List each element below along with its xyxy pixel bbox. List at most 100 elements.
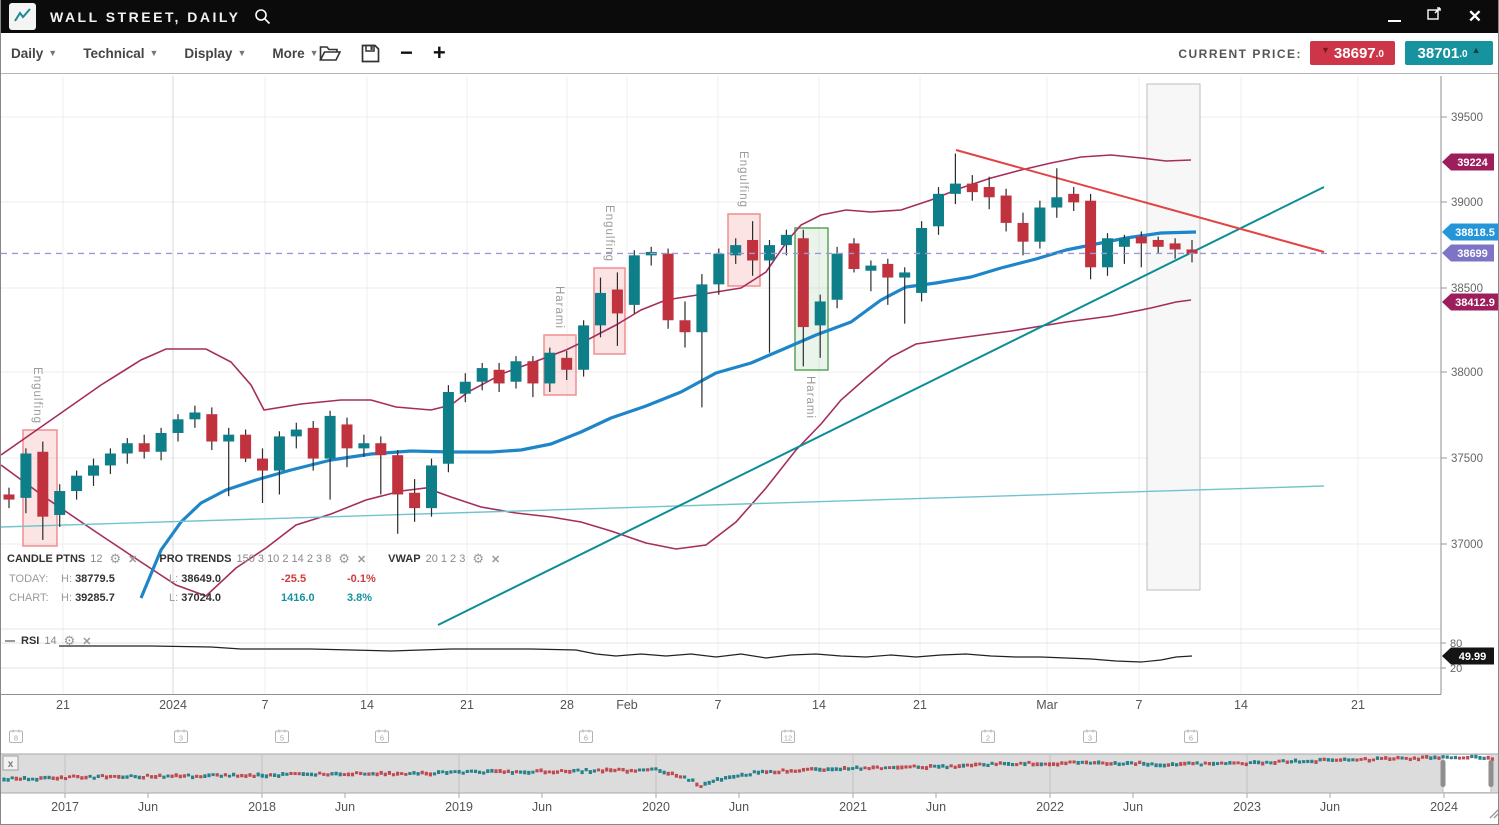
calendar-icon[interactable]: 8 — [9, 729, 23, 743]
remove-indicator-icon[interactable]: ✕ — [128, 553, 138, 566]
calendar-icon[interactable]: 6 — [375, 729, 389, 743]
navigator-mini-candle — [145, 773, 150, 777]
navigator-mini-candle — [1404, 756, 1408, 760]
candle-bullish — [20, 453, 32, 498]
navigator-mini-candle — [268, 773, 273, 777]
navigator-mini-candle — [551, 770, 555, 775]
navigator-mini-candle — [334, 771, 338, 776]
trendline-support-steep[interactable] — [437, 186, 1325, 626]
gear-icon[interactable]: ⚙ — [472, 551, 484, 566]
open-folder-icon[interactable] — [319, 44, 341, 62]
gear-icon[interactable]: ⚙ — [109, 551, 122, 566]
menu-technical[interactable]: Technical ▼ — [83, 45, 159, 61]
navigator-mini-candle — [1175, 763, 1179, 767]
calendar-icon[interactable]: 12 — [781, 729, 795, 743]
remove-indicator-icon[interactable]: ✕ — [82, 635, 92, 648]
calendar-icon[interactable]: 5 — [275, 729, 289, 743]
navigator-mini-candle — [1076, 760, 1080, 765]
calendar-icon[interactable]: 3 — [1083, 729, 1097, 743]
navigator-mini-candle — [1084, 760, 1088, 765]
timeline-label: 2018 — [248, 800, 276, 814]
navigator-mini-candle — [244, 774, 248, 778]
save-icon[interactable] — [361, 44, 380, 63]
trendline-support-long[interactable] — [1, 485, 1325, 528]
close-icon[interactable]: ✕ — [1467, 7, 1482, 26]
candle-bearish — [375, 443, 387, 456]
candle-bullish — [510, 361, 522, 382]
navigator-mini-candle — [437, 770, 441, 775]
menu-daily[interactable]: Daily ▼ — [11, 45, 58, 61]
zoom-in-button[interactable]: + — [432, 40, 446, 65]
menu-more[interactable]: More ▼ — [272, 45, 319, 61]
navigator-mini-candle — [1228, 761, 1232, 765]
rsi-level-label: 80 — [1450, 638, 1462, 650]
zoom-out-button[interactable]: − — [400, 40, 413, 65]
navigator-close-button[interactable]: x — [2, 755, 19, 771]
navigator-mini-candle — [1138, 760, 1142, 765]
remove-indicator-icon[interactable]: ✕ — [356, 553, 367, 566]
menu-display[interactable]: Display ▼ — [184, 45, 247, 61]
navigator-mini-candle — [982, 763, 986, 767]
navigator-mini-candle — [121, 775, 125, 779]
navigator-mini-candle — [416, 772, 420, 776]
popout-icon[interactable] — [1427, 7, 1442, 26]
navigator-mini-candle — [281, 772, 285, 776]
sell-price-decimal: .0 — [1375, 49, 1384, 60]
navigator-mini-candle — [1023, 762, 1027, 767]
navigator-mini-candle — [1125, 761, 1129, 765]
navigator-mini-candle — [1380, 756, 1384, 760]
trendline-resistance-down[interactable] — [955, 149, 1325, 253]
calendar-day: 3 — [1088, 734, 1092, 743]
timeline-navigator[interactable]: x 2017 Jun 2018 Jun 2019 Jun 2020 Jun 2021 Jun 2022… — [1, 753, 1499, 825]
remove-indicator-icon[interactable]: ✕ — [491, 553, 501, 566]
navigator-mini-candle — [322, 772, 326, 776]
navigator-mini-candle — [1080, 760, 1084, 764]
navigator-selection[interactable] — [1442, 754, 1492, 793]
navigator-mini-candle — [137, 775, 141, 780]
navigator-mini-candle — [736, 774, 740, 778]
sell-price-button[interactable]: ▼ 38697.0 — [1310, 41, 1395, 65]
candle-bullish — [426, 465, 437, 509]
navigator-handle-left[interactable] — [1440, 760, 1446, 787]
navigator-mini-candle — [461, 771, 465, 775]
candle-bullish — [358, 443, 370, 449]
navigator-mini-candle — [211, 773, 215, 777]
minimize-icon[interactable] — [1387, 19, 1401, 22]
navigator-mini-candle — [14, 776, 18, 781]
calendar-icon[interactable]: 3 — [174, 729, 188, 743]
rsi-params: 14 — [44, 635, 57, 647]
gear-icon[interactable]: ⚙ — [338, 551, 350, 566]
toolbar-menus: Daily ▼ Technical ▼ Display ▼ More ▼ — [11, 33, 319, 73]
rsi-value-tag-value: 49.99 — [1459, 651, 1487, 663]
main-chart[interactable]: Engulfing Harami Engulfing Engulfing Harami 3… — [1, 74, 1499, 753]
buy-price-button[interactable]: 38701.0 ▲ — [1405, 41, 1493, 65]
navigator-mini-candle — [1474, 754, 1478, 759]
navigator-mini-candle — [273, 773, 277, 777]
x-axis-label: 14 — [812, 698, 826, 712]
search-icon[interactable] — [254, 8, 271, 25]
calendar-icon[interactable]: 6 — [1184, 729, 1198, 743]
candle-bearish — [240, 434, 252, 459]
navigator-mini-candle — [1429, 756, 1433, 760]
navigator-mini-candle — [2, 777, 6, 782]
navigator-mini-candle — [391, 773, 396, 777]
calendar-icon[interactable]: 2 — [981, 729, 995, 743]
navigator-mini-candle — [711, 779, 715, 783]
navigator-mini-candle — [728, 775, 732, 780]
gear-icon[interactable]: ⚙ — [63, 633, 76, 648]
indicator-candle-ptns: CANDLE PTNS 12 ⚙ ✕ — [7, 551, 137, 567]
projection-region[interactable] — [1146, 83, 1201, 591]
resize-grip-icon[interactable] — [1489, 809, 1498, 819]
navigator-mini-candle — [117, 774, 121, 779]
candle-bearish — [138, 443, 150, 452]
navigator-mini-candle — [338, 772, 342, 777]
navigator-handle-right[interactable] — [1488, 760, 1494, 787]
navigator-mini-candle — [47, 775, 51, 780]
navigator-mini-candle — [646, 768, 650, 772]
navigator-mini-candle — [236, 774, 240, 778]
calendar-icon[interactable]: 6 — [579, 729, 593, 743]
moving-average-line — [139, 230, 1197, 599]
chevron-down-icon: ▼ — [48, 48, 58, 58]
navigator-mini-candle — [264, 774, 268, 779]
candle-bullish — [172, 419, 184, 433]
